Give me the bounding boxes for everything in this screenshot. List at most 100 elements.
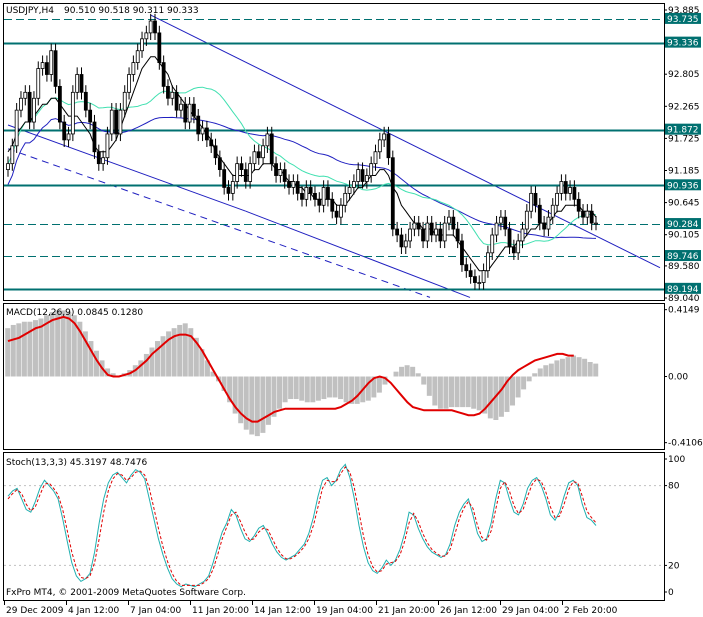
level-label-text: 90.284 (667, 220, 699, 230)
macd-axis-tick-label: 0.4149 (668, 306, 700, 316)
candle-body (248, 163, 253, 182)
macd-hist-bar (232, 376, 238, 414)
stoch-axis-tick-label: 100 (668, 455, 685, 465)
candle-body (304, 187, 309, 200)
candle-body (252, 151, 257, 165)
candle-body (559, 181, 564, 194)
candle-body (494, 222, 499, 236)
macd-hist-bar (304, 376, 310, 403)
candle-body (498, 216, 503, 224)
candle-body (585, 210, 590, 218)
candle-body (313, 192, 317, 200)
stoch-axis-tick-label: 20 (668, 561, 680, 571)
candle-body (481, 270, 486, 283)
macd-hist-bar (249, 376, 255, 435)
candle-body (477, 282, 482, 284)
candle-body (179, 103, 183, 111)
candle-body (49, 50, 54, 75)
candle-body (326, 187, 330, 200)
macd-hist-bar (238, 376, 244, 424)
macd-hist-bar (437, 376, 443, 409)
macd-hist-bar (399, 366, 405, 377)
macd-hist-bar (593, 363, 599, 377)
candle-body (183, 103, 188, 123)
candle-body (200, 127, 205, 135)
candle-body (6, 163, 10, 171)
candle-body (455, 228, 460, 242)
candle-body (321, 187, 326, 206)
macd-label: MACD(12,26,9) 0.0845 0.1280 (6, 308, 143, 318)
candle-body (507, 228, 512, 248)
candle-body (140, 38, 144, 52)
time-axis-tick-label: 29 Jan 04:00 (502, 606, 559, 616)
candle-body (157, 32, 162, 64)
level-label-box (665, 250, 701, 262)
candle-body (555, 192, 559, 206)
macd-hist-bar (504, 376, 510, 412)
price-panel (3, 3, 665, 301)
price-axis-tick-label: 90.645 (668, 199, 700, 209)
candle-body (192, 103, 196, 117)
macd-hist-bar (543, 365, 549, 377)
candle-body (330, 198, 335, 212)
candle-body (217, 157, 222, 171)
candle-body (88, 109, 93, 123)
candle-body (408, 228, 412, 242)
macd-hist-bar (27, 321, 33, 377)
macd-hist-bar (221, 376, 227, 391)
candle-body (32, 97, 36, 123)
candle-body (70, 91, 75, 135)
level-label: 90.936 (665, 179, 701, 191)
macd-hist-bar (415, 373, 421, 377)
candle-body (226, 187, 231, 194)
candle-body (438, 228, 443, 242)
axis-layer: 93.88593.33592.80592.26591.72591.18590.6… (4, 6, 703, 616)
stoch-panel (3, 452, 665, 601)
macd-hist-bar (476, 376, 482, 411)
macd-hist-bar (288, 376, 294, 400)
macd-hist-bar (160, 336, 166, 377)
macd-hist-bar (10, 324, 16, 377)
candle-body (563, 181, 568, 194)
level-label-box (665, 218, 701, 230)
level-label: 89.746 (665, 250, 701, 262)
macd-axis-tick-label: -0.4106 (668, 439, 703, 449)
channel-mid-line-2 (245, 210, 471, 298)
candle-body (105, 133, 110, 159)
macd-hist-bar (21, 321, 27, 377)
candle-body (395, 228, 400, 236)
candle-body (390, 157, 395, 230)
candle-body (14, 109, 19, 147)
candle-body (92, 121, 97, 153)
level-label: 90.284 (665, 218, 701, 230)
price-axis-tick-label: 89.040 (668, 294, 700, 304)
candle-body (45, 62, 49, 75)
price-layer (4, 13, 664, 298)
candle-body (265, 133, 270, 147)
macd-hist-bar (88, 341, 94, 377)
macd-hist-bar (143, 353, 149, 377)
candle-body (594, 222, 598, 225)
level-label-text: 89.194 (667, 285, 699, 295)
macd-hist-bar (44, 315, 50, 377)
macd-hist-bar (376, 376, 382, 393)
time-axis-tick-label: 11 Jan 20:00 (192, 606, 249, 616)
level-label-box (665, 123, 701, 135)
macd-hist-bar (105, 368, 111, 377)
candle-body (377, 139, 382, 153)
macd-hist-bar (204, 360, 210, 377)
macd-hist-bar (565, 357, 571, 377)
time-axis-tick-label: 7 Jan 04:00 (130, 606, 182, 616)
candle-body (360, 169, 365, 182)
symbol-label: USDJPY,H4 (6, 6, 54, 16)
macd-hist-bar (93, 350, 99, 377)
candle-body (256, 151, 261, 159)
candle-body (451, 216, 456, 230)
macd-hist-bar (5, 328, 11, 377)
candle-body (568, 187, 572, 194)
candle-body (520, 228, 525, 242)
stoch-main-line (7, 463, 597, 588)
channel-lower-dashed-line (7, 148, 431, 298)
